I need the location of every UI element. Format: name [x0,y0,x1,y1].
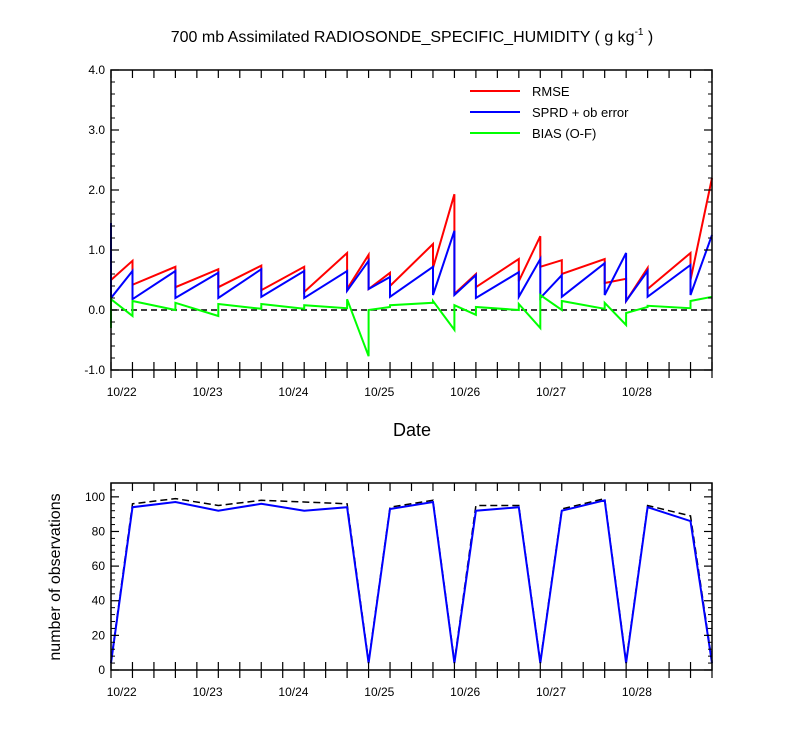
x-tick-label: 10/24 [278,385,308,399]
plot-frame [111,483,712,670]
y-tick-label: 2.0 [88,183,105,197]
series-line-assimilated [111,500,712,663]
top-series-layer [111,178,712,356]
x-tick-label: 10/25 [364,685,394,699]
y-tick-label: -1.0 [84,363,105,377]
y-tick-label: 4.0 [88,63,105,77]
x-axis-label: Date [393,420,431,440]
bottom-series-layer [111,499,712,663]
y-tick-label: 60 [92,559,106,573]
y-axis-label-bottom: number of observations [47,493,64,660]
legend-label: SPRD + ob error [532,105,629,120]
x-tick-label: 10/22 [107,385,137,399]
y-tick-label: 80 [92,524,106,538]
x-tick-label: 10/28 [622,385,652,399]
x-tick-label: 10/24 [278,685,308,699]
x-tick-label: 10/27 [536,685,566,699]
y-tick-label: 0.0 [88,303,105,317]
title-suffix: ) [643,29,653,46]
legend: RMSE SPRD + ob error BIAS (O-F) [470,84,629,141]
chart-figure: 700 mb Assimilated RADIOSONDE_SPECIFIC_H… [0,0,800,750]
y-tick-label: 1.0 [88,243,105,257]
x-tick-label: 10/22 [107,685,137,699]
series-line-sprd-ob-error [111,223,712,301]
x-tick-label: 10/27 [536,385,566,399]
x-tick-label: 10/26 [450,685,480,699]
chart-title: 700 mb Assimilated RADIOSONDE_SPECIFIC_H… [171,27,654,46]
y-tick-label: 20 [92,628,106,642]
y-tick-label: 3.0 [88,123,105,137]
series-line-bias-o-f [111,295,712,356]
x-tick-label: 10/26 [450,385,480,399]
legend-label: RMSE [532,84,570,99]
bottom-axes-layer: 0 20 40 60 80 100 10/22 10/23 10/24 10/25 10/26 10/… [85,483,712,699]
bottom-panel: 0 20 40 60 80 100 10/22 10/23 10/24 10/25 10/26 10/… [47,483,712,699]
x-tick-label: 10/28 [622,685,652,699]
y-tick-label: 0 [98,663,105,677]
legend-label: BIAS (O-F) [532,126,596,141]
top-panel: 700 mb Assimilated RADIOSONDE_SPECIFIC_H… [84,27,712,440]
x-tick-label: 10/23 [193,385,223,399]
y-tick-label: 100 [85,490,105,504]
y-tick-label: 40 [92,594,106,608]
x-tick-label: 10/23 [193,685,223,699]
x-tick-label: 10/25 [364,385,394,399]
